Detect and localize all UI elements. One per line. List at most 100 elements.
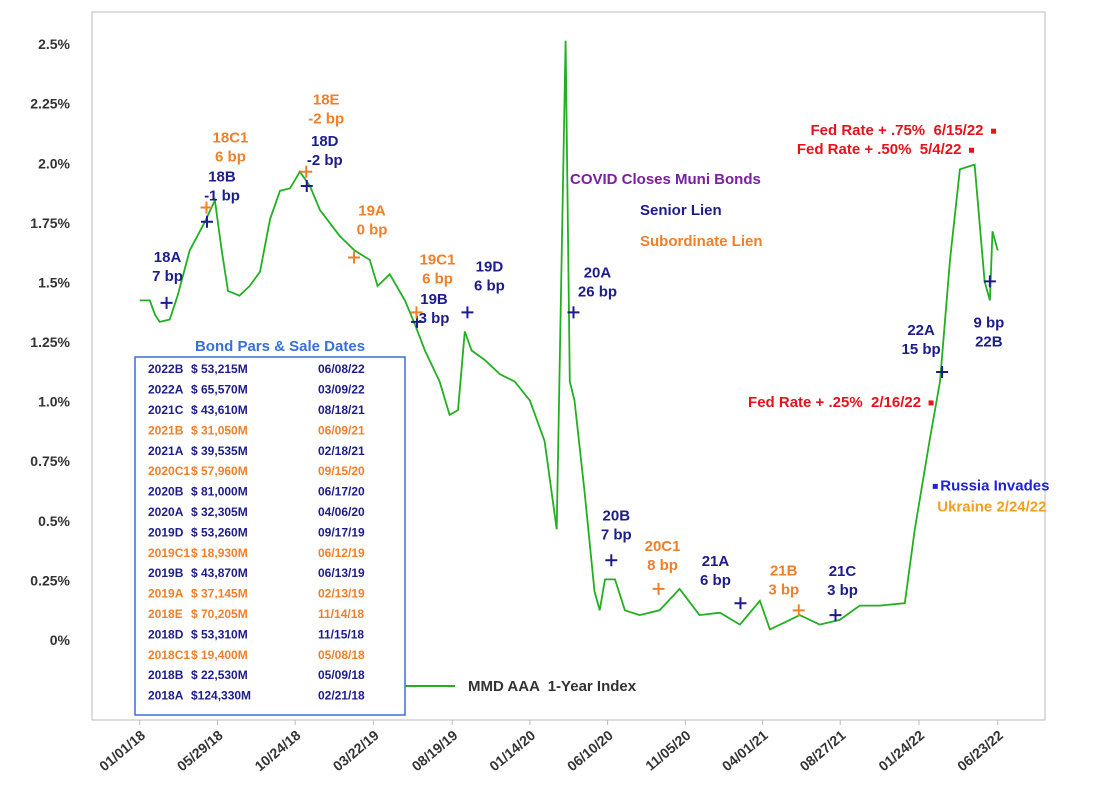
table-cell: 2021B xyxy=(148,423,184,437)
bond-label: 18D xyxy=(311,133,339,150)
table-cell: $ 19,400M xyxy=(191,648,248,662)
table-cell: $124,330M xyxy=(191,689,251,703)
table-cell: 2018B xyxy=(148,668,184,682)
bond-label: 20C1 xyxy=(645,538,681,555)
table-cell: $ 53,260M xyxy=(191,525,248,539)
bond-marker xyxy=(200,201,213,214)
y-tick-label: 0.5% xyxy=(38,513,70,529)
bond-marker xyxy=(200,215,213,228)
bond-label: 18C1 xyxy=(213,129,249,146)
event-label: Fed Rate + .50% 5/4/22 xyxy=(797,141,962,158)
bond-marker xyxy=(734,597,747,610)
bond-label: 18B xyxy=(208,169,236,186)
bond-label: -1 bp xyxy=(204,188,240,205)
table-cell: 09/17/19 xyxy=(318,525,365,539)
table-box xyxy=(134,356,406,716)
bond-marker xyxy=(567,306,580,319)
bond-label: 19C1 xyxy=(420,251,456,268)
x-tick-label: 11/05/20 xyxy=(642,727,694,774)
bond-label: 19A xyxy=(358,203,386,220)
table-cell: 2018C1 xyxy=(148,648,190,662)
table-cell: 2018A xyxy=(148,689,184,703)
table-cell: 2021C xyxy=(148,403,184,417)
x-tick-label: 03/22/19 xyxy=(330,727,382,774)
table-title: Bond Pars & Sale Dates xyxy=(195,338,365,355)
table-cell: $ 53,310M xyxy=(191,627,248,641)
bond-marker xyxy=(936,365,949,378)
table-cell: 11/15/18 xyxy=(318,627,364,641)
x-tick-label: 05/29/18 xyxy=(174,727,226,774)
x-tick-label: 04/01/21 xyxy=(719,727,771,774)
table-cell: 11/14/18 xyxy=(318,607,364,621)
bond-label: 21C xyxy=(829,563,857,580)
bond-marker xyxy=(300,165,313,178)
y-tick-label: 2.0% xyxy=(38,155,70,171)
bond-label: 6 bp xyxy=(215,148,246,165)
table-cell: $ 32,305M xyxy=(191,505,248,519)
table-cell: $ 57,960M xyxy=(191,464,248,478)
table-cell: $ 31,050M xyxy=(191,423,248,437)
table-cell: 2019D xyxy=(148,525,184,539)
table-cell: $ 43,870M xyxy=(191,566,248,580)
x-tick-label: 10/24/18 xyxy=(251,727,303,774)
bond-label: 7 bp xyxy=(152,268,183,285)
x-tick-label: 08/27/21 xyxy=(796,727,848,774)
bond-label: 6 bp xyxy=(474,277,505,294)
x-tick-label: 01/24/22 xyxy=(875,727,927,774)
legend-label: MMD AAA 1-Year Index xyxy=(468,678,637,695)
table-cell: 06/13/19 xyxy=(318,566,365,580)
table-cell: 06/17/20 xyxy=(318,485,365,499)
table-cell: 02/13/19 xyxy=(318,587,365,601)
table-cell: $ 70,205M xyxy=(191,607,248,621)
bond-label: 19B xyxy=(420,291,448,308)
bond-label: 26 bp xyxy=(578,283,617,300)
y-tick-label: 0.25% xyxy=(30,572,70,588)
bond-label: 7 bp xyxy=(601,526,632,543)
table-cell: 2022B xyxy=(148,362,184,376)
x-tick-label: 01/01/18 xyxy=(96,727,148,774)
y-tick-label: 1.25% xyxy=(30,334,70,350)
series-line xyxy=(139,40,999,631)
table-cell: $ 37,145M xyxy=(191,587,248,601)
table-cell: 2018E xyxy=(148,607,183,621)
table-cell: 02/18/21 xyxy=(318,444,365,458)
bond-label: 19D xyxy=(476,258,504,275)
bond-label: 21A xyxy=(702,553,730,570)
y-tick-label: 1.0% xyxy=(38,394,70,410)
plot-frame xyxy=(91,11,1046,721)
table-cell: 06/08/22 xyxy=(318,362,365,376)
table-cell: $ 65,570M xyxy=(191,383,248,397)
event-label: Ukraine 2/24/22 xyxy=(937,498,1046,515)
bond-label: 8 bp xyxy=(647,557,678,574)
x-tick-label: 06/10/20 xyxy=(564,727,616,774)
bond-label: 0 bp xyxy=(357,222,388,239)
table-cell: $ 81,000M xyxy=(191,485,248,499)
table-cell: 04/06/20 xyxy=(318,505,365,519)
event-dot xyxy=(932,483,938,489)
table-cell: 2022A xyxy=(148,383,184,397)
table-cell: 05/09/18 xyxy=(318,668,365,682)
bond-marker xyxy=(461,306,474,319)
bond-marker xyxy=(410,306,423,319)
bond-marker xyxy=(792,604,805,617)
y-tick-label: 2.5% xyxy=(38,36,70,52)
event-dot xyxy=(928,400,934,406)
event-label: Fed Rate + .25% 2/16/22 xyxy=(748,394,921,411)
table-cell: $ 53,215M xyxy=(191,362,248,376)
table-cell: 09/15/20 xyxy=(318,464,365,478)
table-cell: 2018D xyxy=(148,627,184,641)
bond-label: 3 bp xyxy=(419,310,450,327)
event-dot xyxy=(991,128,997,134)
bond-label: 3 bp xyxy=(827,582,858,599)
table-cell: 05/08/18 xyxy=(318,648,365,662)
table-cell: $ 43,610M xyxy=(191,403,248,417)
bond-marker xyxy=(300,180,313,193)
table-cell: $ 18,930M xyxy=(191,546,248,560)
x-tick-label: 06/23/22 xyxy=(954,727,1006,774)
table-cell: 2019B xyxy=(148,566,184,580)
bond-label: 18A xyxy=(154,249,182,266)
table-cell: 03/09/22 xyxy=(318,383,365,397)
event-label: Fed Rate + .75% 6/15/22 xyxy=(811,122,984,139)
y-tick-label: 2.25% xyxy=(30,96,70,112)
